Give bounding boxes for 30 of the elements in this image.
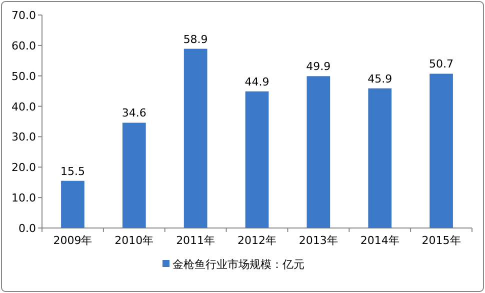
bar: [61, 180, 84, 228]
bar: [122, 122, 146, 228]
x-tick-label: 2011年: [176, 234, 216, 247]
data-label: 15.5: [60, 164, 85, 178]
x-tick-label: 2013年: [298, 234, 338, 247]
x-tick-label: 2010年: [114, 234, 154, 247]
y-tick-label: 10.0: [12, 192, 36, 205]
data-label: 45.9: [368, 72, 392, 86]
y-tick-label: 20.0: [12, 161, 36, 174]
data-label: 58.9: [183, 32, 208, 46]
y-tick-label: 60.0: [12, 39, 36, 52]
data-label: 49.9: [306, 60, 331, 74]
x-tick-label: 2012年: [238, 234, 276, 247]
y-tick-label: 40.0: [12, 100, 36, 114]
data-label: 34.6: [122, 106, 146, 120]
bar: [306, 76, 330, 228]
x-tick-label: 2009年: [53, 234, 92, 247]
bar: [430, 74, 453, 228]
y-tick-label: 50.0: [12, 70, 36, 83]
x-tick-label: 2014年: [360, 234, 400, 247]
y-tick-label: 70.0: [12, 9, 36, 22]
data-label: 50.7: [429, 58, 454, 71]
bar: [245, 91, 269, 228]
data-label: 44.9: [244, 75, 270, 88]
legend-label: 金枪鱼行业市场规模：亿元: [172, 258, 304, 271]
bar: [184, 48, 208, 228]
x-tick-label: 2015年: [422, 234, 461, 247]
y-tick-label: 0.0: [18, 222, 36, 235]
y-tick-label: 30.0: [12, 130, 36, 144]
bar: [368, 88, 392, 228]
